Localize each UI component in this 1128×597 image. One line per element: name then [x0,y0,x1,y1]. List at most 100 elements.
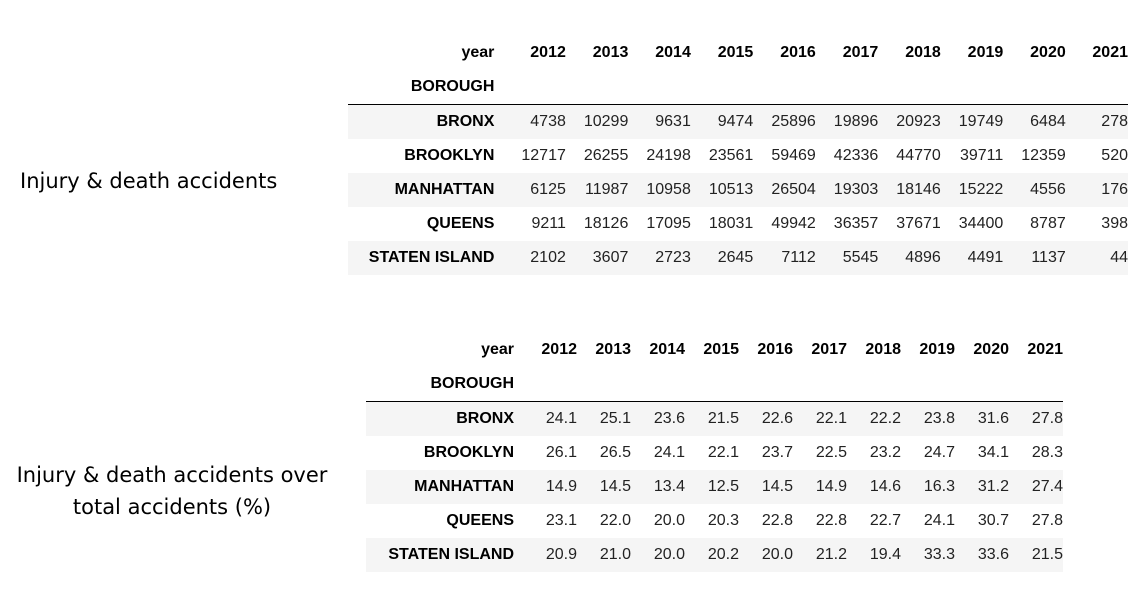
data-cell: 33.6 [977,546,1009,563]
index-label: BOROUGH [410,78,495,95]
row-label: BRONX [366,401,523,436]
empty-cell [566,70,628,105]
data-cell: 23.6 [631,401,685,436]
data-cell: 22.8 [815,512,847,529]
row-label: QUEENS [446,512,514,529]
data-cell: 15222 [958,181,1004,198]
data-cell: 4491 [967,249,1004,266]
row-label: QUEENS [426,215,495,232]
data-cell: 34400 [958,215,1004,232]
label-line-1: Injury & death accidents over [16,463,328,487]
data-cell: 27.8 [1009,401,1063,436]
empty-cell [685,367,739,402]
data-cell: 24.1 [653,444,685,461]
data-cell: 44770 [896,147,941,164]
data-cell: 14.9 [545,478,577,495]
header-row: year 2012 2013 2014 2015 2016 2017 2018 2019 2020… [366,333,1063,367]
data-cell: 37671 [896,215,941,232]
data-cell: 23.8 [901,401,955,436]
data-cell: 20.2 [707,546,739,563]
data-cell: 19303 [833,181,879,198]
data-cell: 16.3 [923,478,955,495]
column-header: 2016 [757,341,793,358]
data-cell: 6484 [1003,104,1066,139]
data-cell: 10958 [646,181,691,198]
column-header: 2017 [811,341,847,358]
data-cell: 24.7 [923,444,955,461]
accidents-percent-table: year 2012 2013 2014 2015 2016 2017 2018 2019 2020… [366,333,1063,572]
empty-cell [1003,70,1065,105]
data-cell: 21.2 [815,546,847,563]
column-header: 2015 [703,341,739,358]
table-row: BRONX 4738 10299 9631 9474 25896 19896 20923 197… [348,104,1128,139]
empty-cell [878,70,940,105]
data-cell: 49942 [771,215,816,232]
data-cell: 2645 [717,249,754,266]
data-cell: 24.1 [923,512,955,529]
data-cell: 14.5 [761,478,793,495]
data-cell: 19749 [940,104,1004,139]
data-cell: 4556 [1030,181,1066,198]
row-label: STATEN ISLAND [368,249,495,266]
data-cell: 22.7 [869,512,901,529]
column-header: 2017 [842,44,879,61]
data-cell: 31.6 [955,401,1009,436]
data-cell: 25.1 [577,401,631,436]
data-cell: 59469 [771,147,816,164]
data-cell: 39711 [959,147,1004,164]
data-cell: 7112 [781,249,816,266]
injury-death-ratio-label: Injury & death accidents over total acci… [6,459,338,523]
empty-cell [955,367,1009,402]
empty-cell [631,367,685,402]
column-header: 2021 [1092,44,1128,61]
data-cell: 23.2 [869,444,901,461]
label-text: Injury & death accidents [20,169,278,193]
data-cell: 5545 [842,249,879,266]
data-cell: 44 [1110,249,1128,266]
table-row: MANHATTAN 6125 11987 10958 10513 26504 19303 18… [348,173,1128,207]
row-label: STATEN ISLAND [388,546,514,563]
data-cell: 30.7 [977,512,1009,529]
data-cell: 18146 [896,181,941,198]
data-cell: 14.5 [599,478,631,495]
column-header: 2020 [1030,44,1066,61]
data-cell: 34.1 [977,444,1009,461]
data-cell: 12359 [1021,147,1066,164]
index-name-row: BOROUGH [366,367,1063,402]
data-cell: 20.3 [707,512,739,529]
data-cell: 22.5 [815,444,847,461]
row-label: BRONX [348,104,504,139]
data-cell: 20.9 [545,546,577,563]
table-row: STATEN ISLAND 2102 3607 2723 2645 7112 5545 489… [348,241,1128,275]
column-header: 2013 [595,341,631,358]
data-cell: 20923 [878,104,941,139]
empty-cell [793,367,847,402]
table-row: QUEENS 23.1 22.0 20.0 20.3 22.8 22.8 22.7 24.1 30… [366,504,1063,538]
injury-death-accidents-label: Injury & death accidents [20,165,300,197]
data-cell: 278 [1065,104,1128,139]
empty-cell [901,367,955,402]
table-row: QUEENS 9211 18126 17095 18031 49942 36357 37671… [348,207,1128,241]
column-header: 2012 [530,44,566,61]
index-label: BOROUGH [430,375,514,392]
index-name-row: BOROUGH [348,70,1128,105]
data-cell: 8787 [1030,215,1066,232]
data-cell: 520 [1101,147,1128,164]
column-header: 2018 [865,341,901,358]
data-cell: 14.6 [869,478,901,495]
data-cell: 10299 [565,104,629,139]
empty-cell [503,70,565,105]
data-cell: 2723 [655,249,691,266]
data-cell: 19.4 [869,546,901,563]
data-cell: 22.0 [599,512,631,529]
empty-cell [753,70,815,105]
empty-cell [577,367,631,402]
data-cell: 23561 [708,147,754,164]
columns-label: year [461,44,495,61]
empty-cell [816,70,878,105]
empty-cell [847,367,901,402]
data-cell: 9631 [628,104,691,139]
data-cell: 12717 [521,147,566,164]
data-cell: 24198 [646,147,691,164]
data-cell: 21.5 [1031,546,1063,563]
